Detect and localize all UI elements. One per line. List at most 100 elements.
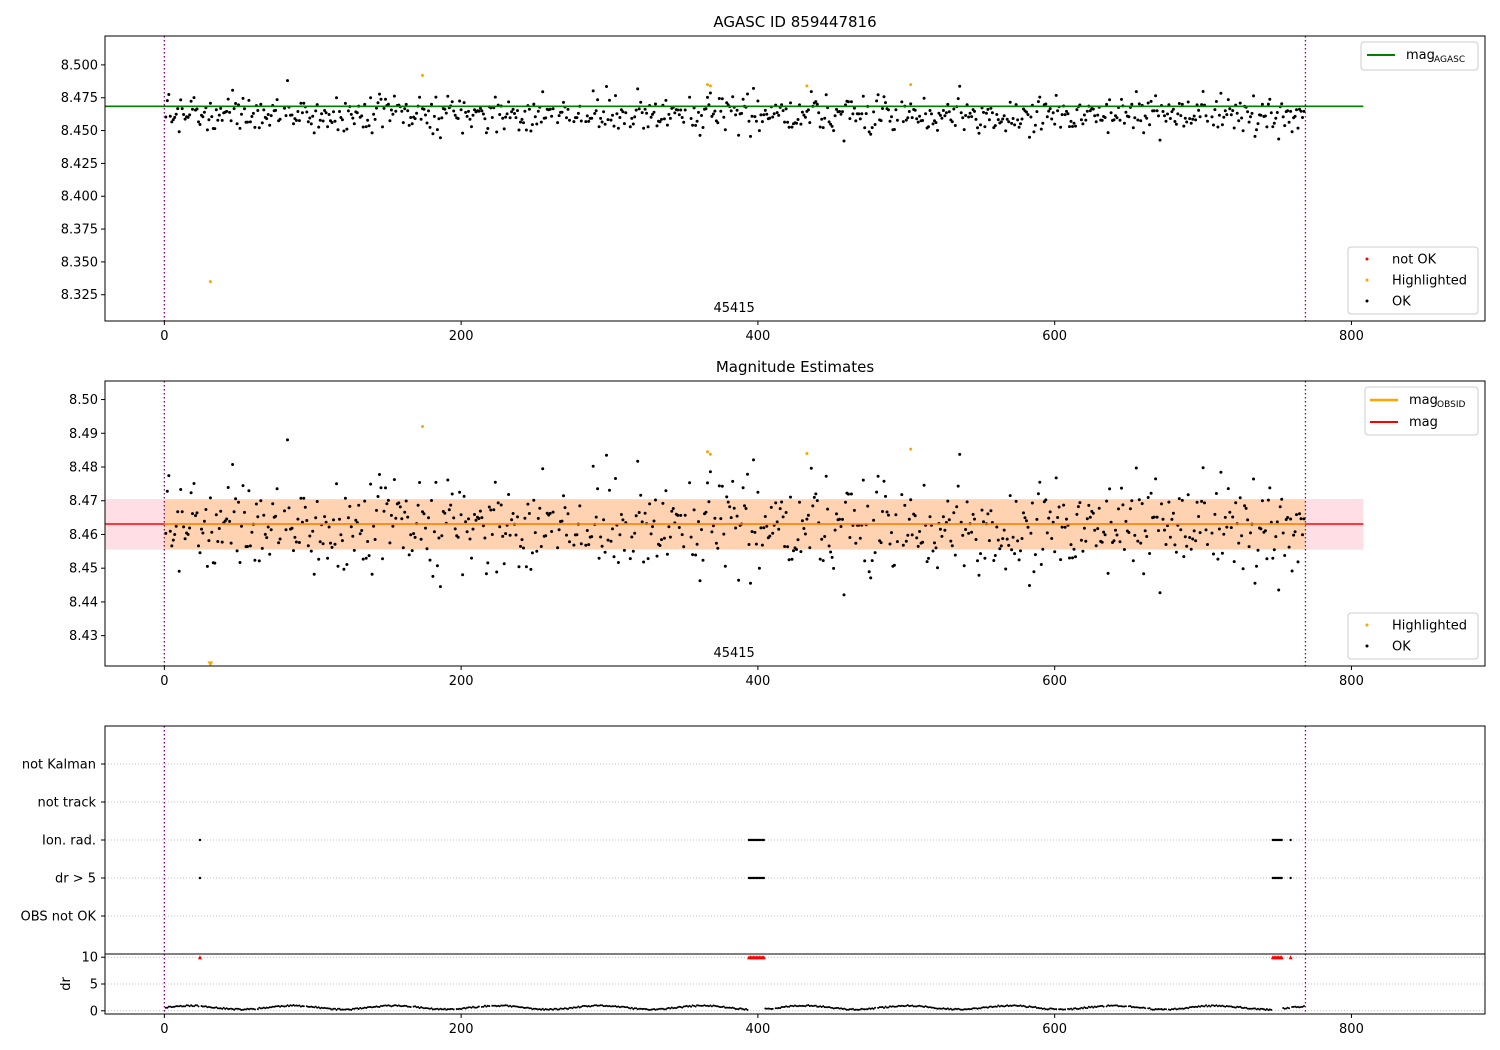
ok-point	[901, 120, 905, 124]
dr-point	[509, 1004, 512, 1007]
dr-point	[1231, 1006, 1234, 1008]
dr-point	[743, 1008, 746, 1011]
dr-point	[587, 1005, 590, 1007]
dr-point	[243, 1008, 246, 1011]
dr-point	[261, 1007, 264, 1010]
dr-point	[1016, 1005, 1019, 1007]
dr-point	[424, 1007, 427, 1010]
ok-point	[1047, 516, 1051, 520]
ok-point	[584, 543, 588, 547]
ok-point	[470, 125, 473, 129]
dr-point	[239, 1008, 241, 1011]
dr-point	[1031, 1006, 1034, 1009]
ok-point	[473, 513, 476, 516]
ok-point	[462, 101, 466, 105]
dr-point	[607, 1005, 609, 1008]
ok-point	[176, 510, 180, 514]
ok-point	[585, 529, 589, 532]
highlighted-point	[421, 73, 424, 77]
dr-point	[498, 1005, 501, 1008]
ok-point	[467, 109, 470, 113]
dr-point	[621, 1005, 624, 1008]
ok-point	[1176, 112, 1180, 116]
ok-point	[946, 499, 950, 503]
dr-point	[740, 1007, 743, 1010]
ok-point	[335, 482, 338, 486]
ok-point	[372, 524, 376, 528]
ok-point	[1071, 556, 1074, 560]
ok-point	[400, 517, 404, 521]
dr-point	[473, 1006, 476, 1009]
ok-point	[1171, 107, 1175, 111]
ok-point	[818, 557, 822, 561]
ok-point	[1296, 560, 1300, 564]
dr-point	[495, 1005, 498, 1008]
ok-point	[340, 539, 344, 543]
ok-point	[192, 96, 196, 100]
ok-point	[655, 124, 659, 128]
dr-point	[353, 1007, 356, 1010]
ok-point	[826, 507, 830, 511]
dr-point	[1038, 1007, 1041, 1010]
ok-point	[566, 107, 570, 111]
dr-point	[942, 1007, 945, 1010]
ok-point	[971, 512, 975, 516]
ok-point	[352, 122, 356, 126]
dr-point	[981, 1006, 983, 1009]
ok-point	[164, 115, 168, 119]
ok-point	[1249, 115, 1252, 119]
dr-point	[1246, 1007, 1249, 1010]
x-tick-label: 800	[1339, 1022, 1364, 1037]
dr-point	[958, 1008, 961, 1011]
ok-point	[450, 492, 454, 496]
dr-point	[295, 1004, 298, 1007]
dr-point	[1144, 1007, 1147, 1010]
ok-point	[1179, 528, 1183, 532]
ok-point	[511, 107, 515, 111]
ok-point	[338, 517, 341, 521]
ok-point	[1100, 540, 1104, 544]
ok-point	[349, 525, 353, 529]
dr-point	[707, 1005, 710, 1008]
dr-point	[601, 1004, 604, 1007]
ok-point	[1053, 550, 1057, 554]
ok-point	[1188, 117, 1192, 121]
ok-point	[1076, 505, 1080, 509]
ok-point	[179, 488, 183, 491]
dr-point	[1187, 1007, 1190, 1010]
dr-point	[391, 1004, 394, 1007]
ok-point	[269, 528, 273, 532]
flag-category-label: not track	[37, 796, 96, 811]
ok-point	[1010, 121, 1014, 125]
ok-point	[562, 494, 565, 498]
ok-point	[194, 514, 197, 518]
dr-point	[513, 1005, 516, 1008]
ok-point	[208, 101, 212, 105]
ok-point	[910, 533, 914, 537]
dr-point	[1130, 1006, 1133, 1009]
dr-point	[394, 1004, 397, 1007]
ok-point	[568, 540, 571, 544]
ok-point	[560, 519, 564, 523]
ok-point	[719, 109, 723, 113]
ok-point	[1263, 529, 1267, 533]
ok-point	[381, 125, 384, 129]
ok-point	[621, 110, 625, 114]
dr-point	[613, 1005, 615, 1008]
ok-point	[498, 113, 502, 116]
dr-point	[207, 1005, 210, 1008]
ok-point	[458, 99, 462, 103]
ok-point	[584, 120, 588, 124]
ok-point	[918, 530, 922, 533]
ok-point	[876, 93, 880, 97]
ok-point	[241, 484, 245, 488]
ok-point	[189, 99, 193, 103]
x-tick-label: 0	[160, 1022, 168, 1037]
dr-point	[1022, 1004, 1025, 1007]
dr-point	[988, 1005, 991, 1008]
ok-point	[976, 559, 979, 563]
dr-point	[983, 1006, 986, 1009]
ok-point	[290, 526, 294, 530]
ok-point	[888, 119, 892, 123]
ok-point	[1220, 123, 1224, 127]
